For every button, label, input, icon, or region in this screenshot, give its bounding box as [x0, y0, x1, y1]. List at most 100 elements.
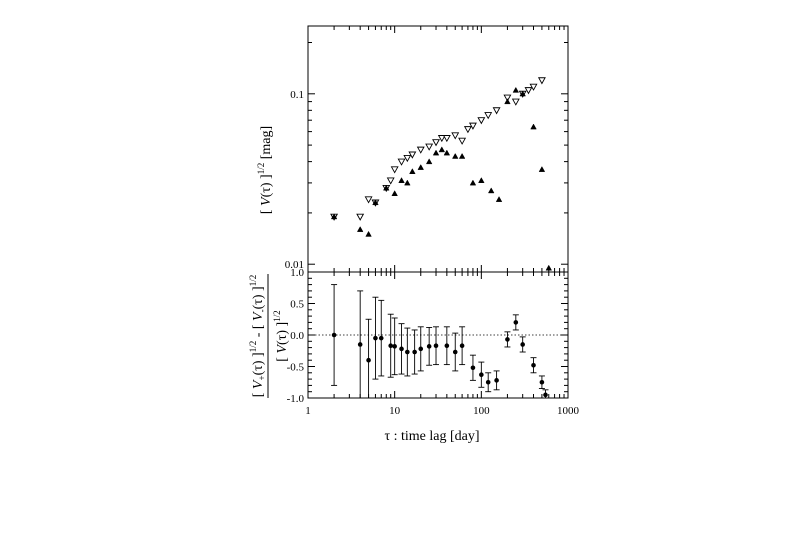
filled-triangle-point [487, 187, 495, 194]
filled-triangle-point [538, 166, 546, 172]
asymmetry-point [543, 392, 548, 398]
open-triangle-point [477, 117, 486, 125]
bottom-y-axis-label: [ V+(τ) ]1/2 - [ V-(τ) ]1/2 [ V(τ) ]1/2 [248, 274, 290, 398]
open-triangle-point [432, 139, 440, 147]
filled-triangle-point [478, 177, 485, 183]
open-triangle-point [356, 213, 365, 221]
open-triangle-point [416, 146, 425, 154]
filled-triangle-point [458, 152, 466, 159]
open-triangle-point [458, 137, 467, 145]
top-y-axis-label: [ V(τ) ]1/2 [mag] [256, 126, 274, 214]
asymmetry-point [452, 349, 458, 355]
filled-triangle-point [417, 164, 424, 170]
bottom-data-marks [308, 284, 568, 399]
filled-triangle-point [545, 264, 552, 271]
asymmetry-point [405, 349, 410, 355]
svg-text:[ V+(τ) ]1/2 - [ V-(τ) ]1/2: [ V+(τ) ]1/2 - [ V-(τ) ]1/2 [248, 275, 267, 397]
bottom-y-tick-label: 0.0 [290, 330, 304, 342]
asymmetry-point [539, 379, 545, 385]
open-triangle-point [511, 98, 520, 106]
bottom-panel: 1 10 100 1000 1.0 0.5 0.0 -0.5 -1.0 [ V+(τ) ]1/2… [248, 267, 580, 444]
open-triangle-point [390, 166, 399, 174]
asymmetry-point [399, 346, 404, 352]
x-tick-label: 100 [473, 405, 490, 417]
filled-triangle-point [365, 230, 372, 237]
asymmetry-point [373, 335, 378, 341]
filled-triangle-point [330, 213, 338, 220]
x-tick-label: 10 [389, 405, 401, 417]
filled-triangle-point [443, 149, 451, 156]
filled-triangle-point [432, 149, 440, 156]
top-y-tick-label: 0.1 [290, 89, 304, 101]
filled-triangle-point [391, 190, 398, 196]
open-triangle-point [524, 87, 533, 95]
bottom-y-tick-label: 1.0 [290, 267, 304, 279]
filled-triangle-point [530, 123, 537, 130]
open-triangle-point [463, 126, 472, 134]
top-data-marks [330, 77, 552, 271]
asymmetry-point [470, 365, 476, 371]
top-axis-ticks: 0.01 0.1 [285, 26, 569, 273]
open-triangle-point [386, 177, 395, 185]
open-triangle-point [468, 122, 477, 130]
open-triangle-point [397, 158, 406, 166]
open-triangle-point [442, 135, 451, 143]
filled-triangle-point [372, 199, 379, 206]
asymmetry-point [418, 346, 424, 352]
asymmetry-point [520, 342, 525, 347]
asymmetry-point [388, 343, 394, 349]
bottom-y-tick-label: -0.5 [287, 362, 305, 374]
open-triangle-point [537, 77, 546, 85]
asymmetry-point [505, 337, 510, 342]
asymmetry-point [331, 332, 337, 338]
asymmetry-point [494, 378, 499, 383]
open-triangle-point [364, 196, 373, 204]
open-triangle-point [403, 154, 412, 163]
top-plot-frame [307, 25, 569, 273]
filled-triangle-point [356, 226, 364, 232]
open-triangle-point [484, 112, 493, 120]
x-tick-label: 1 [305, 405, 311, 417]
filled-triangle-point [404, 179, 411, 186]
asymmetry-point [426, 344, 432, 349]
asymmetry-point [531, 362, 536, 368]
asymmetry-point [479, 372, 484, 377]
asymmetry-point [378, 335, 384, 341]
asymmetry-point [357, 342, 363, 347]
open-triangle-point [492, 107, 501, 115]
top-panel: 0.01 0.1 [ V(τ) ]1/2 [mag] [256, 25, 569, 273]
open-triangle-point [503, 94, 512, 102]
svg-text:[ V(τ) ]1/2: [ V(τ) ]1/2 [272, 310, 290, 361]
filled-triangle-point [383, 184, 390, 191]
x-axis-label: τ : time lag [day] [384, 429, 479, 444]
open-triangle-point [408, 151, 417, 159]
top-y-tick-label: 0.01 [285, 259, 304, 271]
filled-triangle-point [425, 158, 433, 165]
asymmetry-point [444, 343, 450, 349]
filled-triangle-point [519, 90, 526, 97]
x-tick-label: 1000 [557, 405, 580, 417]
filled-triangle-point [495, 196, 503, 202]
asymmetry-point [485, 379, 491, 385]
filled-triangle-point [512, 86, 520, 93]
open-triangle-point [451, 132, 460, 140]
asymmetry-point [412, 349, 417, 355]
filled-triangle-point [409, 168, 416, 174]
filled-triangle-point [452, 152, 459, 159]
bottom-axis-ticks: 1 10 100 1000 1.0 0.5 0.0 -0.5 -1.0 [287, 267, 580, 417]
open-triangle-point [437, 135, 446, 143]
asymmetry-point [459, 343, 465, 349]
bottom-y-tick-label: -1.0 [287, 393, 305, 405]
asymmetry-point [513, 320, 519, 325]
filled-triangle-point [398, 177, 405, 183]
filled-triangle-point [469, 179, 477, 186]
asymmetry-point [392, 344, 397, 349]
open-triangle-point [529, 83, 538, 91]
bottom-y-tick-label: 0.5 [290, 299, 304, 311]
asymmetry-point [366, 357, 371, 363]
filled-triangle-point [504, 98, 511, 105]
asymmetry-point [433, 343, 439, 349]
open-triangle-point [425, 143, 434, 151]
filled-triangle-point [438, 146, 446, 153]
